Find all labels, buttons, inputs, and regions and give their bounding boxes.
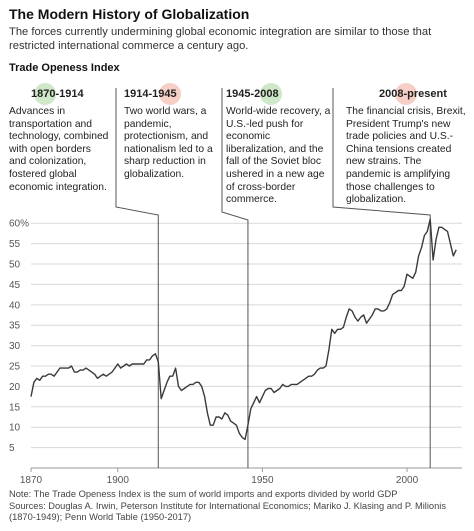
x-tick-label: 1950 [251,475,274,486]
era-label: 1870-1914 [31,88,84,100]
era-description: The financial crisis, Brexit, President … [346,106,466,206]
era-dot-icon [395,83,417,105]
era-dot-icon [260,83,282,105]
chart-note: Note: The Trade Openess Index is the sum… [9,489,398,499]
era-dot-icon [34,83,56,105]
era-divider-line [115,88,159,468]
x-tick-label: 1870 [20,475,43,486]
y-tick-label: 15 [9,402,21,413]
chart-notes: Note: The Trade Openess Index is the sum… [9,489,469,524]
y-tick-label: 35 [9,321,21,332]
x-tick-label: 1900 [107,475,130,486]
era-description: Two world wars, a pandemic, protectionis… [124,106,213,180]
era-annotation-2008-present: 2008-present The financial crisis, Brexi… [346,83,466,207]
era-description: World-wide recovery, a U.S.-led push for… [226,106,331,206]
y-tick-label: 45 [9,280,21,291]
era-annotation-1945-2008: 1945-2008 World-wide recovery, a U.S.-le… [226,83,332,207]
trade-openness-series-line [30,218,457,441]
era-divider-line [221,88,249,468]
chart-title: The Modern History of Globalization [9,6,250,22]
y-tick-label: 40 [9,300,21,311]
y-tick-label: 25 [9,362,21,373]
x-tick-label: 2000 [396,475,419,486]
y-tick-label: 20 [9,382,21,393]
era-annotation-1914-1945: 1914-1945 Two world wars, a pandemic, pr… [124,83,222,182]
era-label: 1945-2008 [226,88,279,100]
era-dot-icon [159,83,181,105]
era-description: Advances in transportation and technolog… [9,106,109,193]
index-label: Trade Openess Index [9,62,120,74]
y-tick-label: 10 [9,423,21,434]
chart-sources: Sources: Douglas A. Irwin, Peterson Inst… [9,500,446,523]
era-annotation-1870-1914: 1870-1914 Advances in transportation and… [9,83,109,194]
era-label: 2008-present [379,88,447,100]
chart-subtitle: The forces currently undermining global … [9,26,432,52]
y-tick-label: 50 [9,260,21,271]
y-tick-label: 60% [9,219,29,230]
era-divider-line [332,88,431,468]
y-tick-label: 55 [9,239,21,250]
y-tick-label: 30 [9,341,21,352]
y-tick-label: 5 [9,443,15,454]
era-label: 1914-1945 [124,88,177,100]
